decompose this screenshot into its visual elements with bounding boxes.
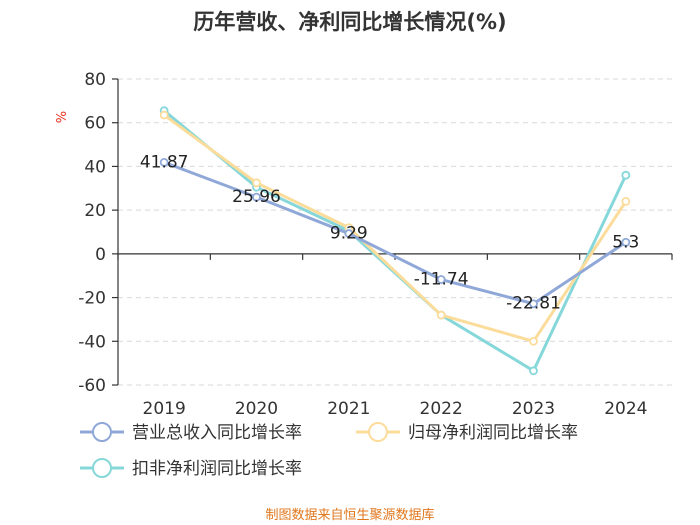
- data-point: [621, 237, 631, 247]
- data-point: [436, 310, 446, 320]
- legend-circle-icon: [92, 458, 112, 478]
- y-tick-label: 20: [84, 201, 106, 221]
- data-point: [529, 299, 538, 309]
- legend-label: 营业总收入同比增长率: [132, 423, 302, 443]
- y-tick-label: 60: [84, 114, 106, 134]
- data-point: [159, 110, 169, 120]
- data-point: [436, 275, 446, 284]
- data-point: [159, 157, 169, 167]
- legend-circle-icon: [368, 422, 388, 442]
- data-point: [529, 336, 538, 346]
- legend-circle-icon: [92, 422, 112, 442]
- data-labels: 41.87 25.96 9.29 -11.74 -22.81 5.3: [140, 152, 640, 313]
- y-tick-label: 40: [84, 157, 106, 177]
- series-line: [163, 109, 628, 373]
- data-point: [344, 229, 354, 238]
- series-line: [163, 113, 628, 343]
- data-point: [621, 170, 631, 180]
- y-axis-unit: %: [55, 111, 70, 123]
- legend-label: 归母净利润同比增长率: [408, 423, 578, 443]
- x-tick-label: 2019: [143, 399, 186, 419]
- data-point: [252, 192, 261, 202]
- source-note: 制图数据来自恒生聚源数据库: [265, 507, 434, 523]
- data-point: [621, 196, 631, 206]
- y-tick-label: -60: [78, 376, 106, 396]
- y-tick-label: 0: [95, 245, 106, 265]
- data-label: 9.29: [330, 224, 368, 244]
- series-lines: [159, 106, 631, 376]
- x-tick-label: 2022: [420, 399, 463, 419]
- axes: 80 60 40 20 0 -20 -40 -60 2019 2020 2021 2022 2023 20…: [78, 70, 673, 419]
- x-tick-label: 2024: [604, 399, 647, 419]
- data-label: -11.74: [414, 270, 469, 290]
- gridlines: [118, 78, 672, 386]
- chart-title: 历年营收、净利同比增长情况(%): [193, 10, 506, 34]
- legend-item[interactable]: 营业总收入同比增长率: [80, 422, 302, 443]
- x-tick-label: 2020: [235, 399, 278, 419]
- legend-label: 扣非净利润同比增长率: [132, 459, 302, 479]
- series-line: [163, 160, 627, 306]
- data-label: 5.3: [612, 232, 639, 252]
- legend-item[interactable]: 归母净利润同比增长率: [356, 422, 578, 443]
- data-label: -22.81: [506, 294, 561, 314]
- x-tick-label: 2023: [512, 399, 555, 419]
- data-label: 25.96: [232, 187, 281, 207]
- x-tick-label: 2021: [327, 399, 370, 419]
- y-tick-label: -20: [78, 289, 106, 309]
- legend-item[interactable]: 扣非净利润同比增长率: [80, 458, 302, 479]
- data-point: [252, 178, 261, 188]
- data-point: [529, 366, 538, 376]
- y-tick-label: 80: [84, 70, 106, 90]
- data-label: 41.87: [140, 152, 189, 172]
- y-tick-label: -40: [78, 332, 106, 352]
